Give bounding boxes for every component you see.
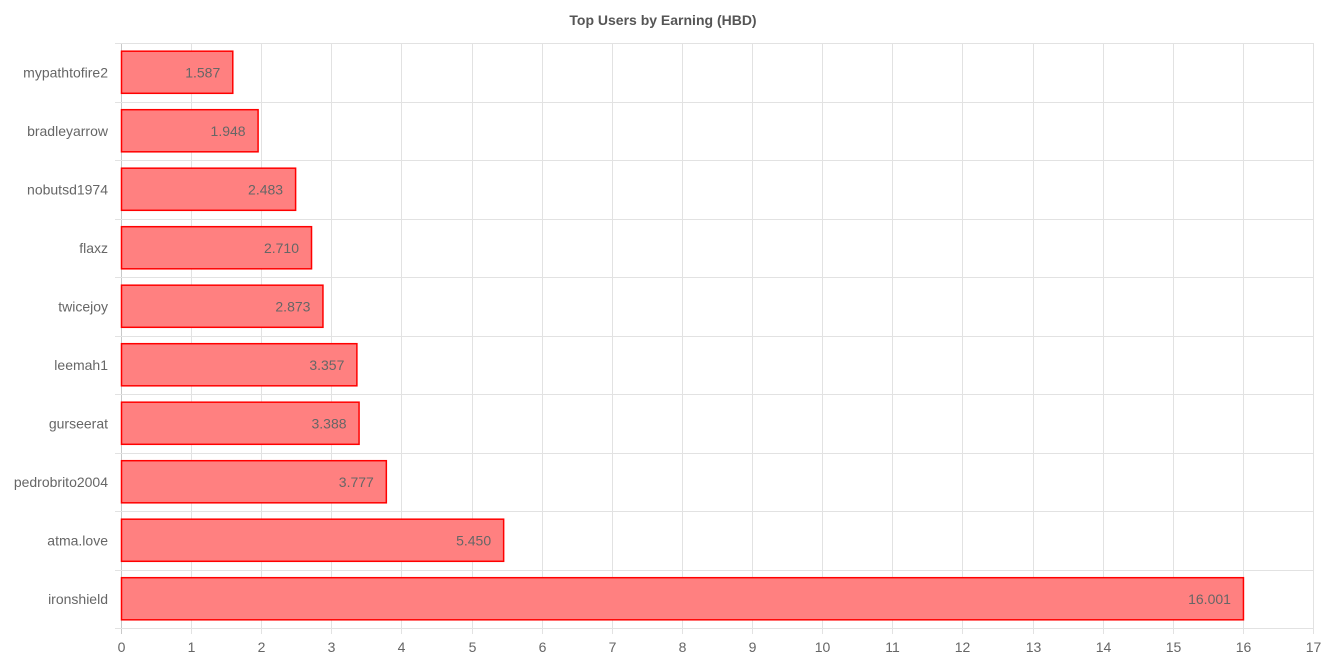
value-label: 3.388 xyxy=(312,415,347,431)
bar xyxy=(120,50,234,95)
bar xyxy=(120,225,313,270)
value-label: 16.001 xyxy=(1188,591,1231,607)
category-label: bradleyarrow xyxy=(27,123,109,139)
value-label: 3.357 xyxy=(309,357,344,373)
bar xyxy=(120,108,259,153)
value-label: 5.450 xyxy=(456,532,491,548)
x-tick-label: 11 xyxy=(885,639,900,655)
x-tick-label: 13 xyxy=(1026,639,1042,655)
category-label: pedrobrito2004 xyxy=(14,474,108,490)
x-tick-label: 3 xyxy=(328,639,336,655)
value-label: 1.948 xyxy=(211,123,246,139)
value-label: 2.483 xyxy=(248,181,283,197)
value-label: 1.587 xyxy=(185,64,220,80)
x-tick-label: 2 xyxy=(258,639,266,655)
value-label: 2.710 xyxy=(264,240,299,256)
x-tick-label: 10 xyxy=(815,639,831,655)
x-tick-label: 6 xyxy=(539,639,547,655)
category-label: twicejoy xyxy=(58,298,108,314)
category-label: ironshield xyxy=(48,591,108,607)
bar xyxy=(120,518,505,563)
category-label: nobutsd1974 xyxy=(27,181,108,197)
category-label: flaxz xyxy=(79,240,108,256)
category-label: leemah1 xyxy=(54,357,108,373)
x-tick-label: 17 xyxy=(1306,639,1322,655)
x-tick-label: 8 xyxy=(679,639,687,655)
bar xyxy=(120,576,1245,621)
x-tick-label: 12 xyxy=(955,639,971,655)
x-tick-label: 7 xyxy=(609,639,617,655)
bar xyxy=(120,459,388,504)
bar xyxy=(120,401,360,446)
bar xyxy=(120,167,297,212)
x-tick-label: 9 xyxy=(749,639,757,655)
x-tick-label: 1 xyxy=(188,639,196,655)
bar xyxy=(120,284,324,329)
value-label: 3.777 xyxy=(339,474,374,490)
x-tick-label: 0 xyxy=(118,639,126,655)
x-tick-label: 4 xyxy=(398,639,406,655)
category-label: gurseerat xyxy=(49,415,108,431)
x-tick-label: 15 xyxy=(1166,639,1182,655)
bar xyxy=(120,342,358,387)
value-label: 2.873 xyxy=(275,298,310,314)
chart-title: Top Users by Earning (HBD) xyxy=(569,12,757,28)
x-tick-label: 14 xyxy=(1096,639,1112,655)
grid-lines xyxy=(115,43,1314,634)
x-tick-label: 16 xyxy=(1236,639,1252,655)
category-label: mypathtofire2 xyxy=(23,64,108,80)
x-tick-label: 5 xyxy=(469,639,477,655)
category-label: atma.love xyxy=(47,532,108,548)
